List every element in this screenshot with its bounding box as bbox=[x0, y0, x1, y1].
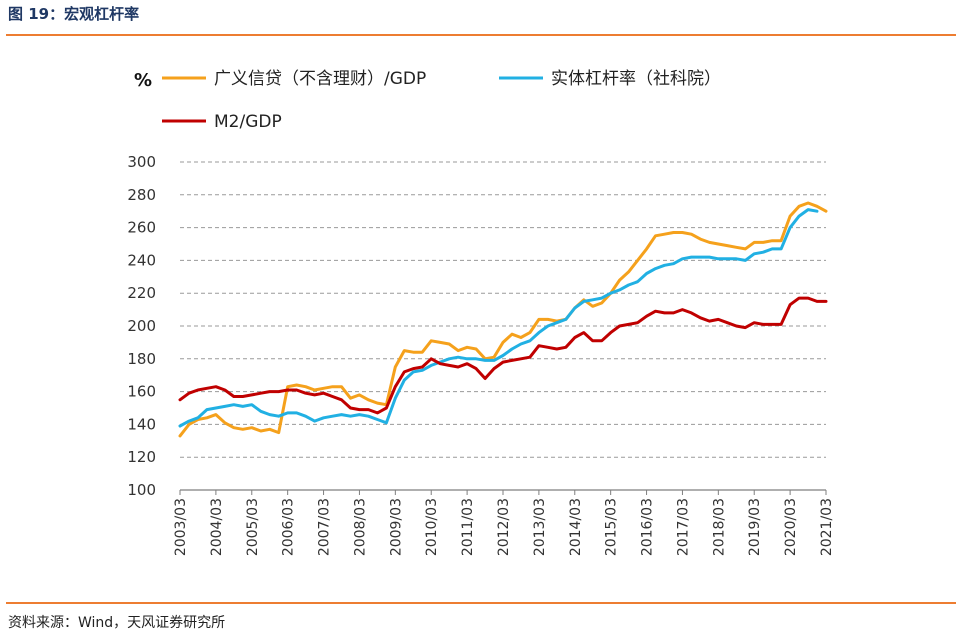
y-tick-label: 100 bbox=[127, 481, 156, 499]
x-tick-label: 2004/03 bbox=[209, 498, 225, 556]
y-tick-label: 220 bbox=[127, 284, 156, 302]
x-tick-label: 2011/03 bbox=[460, 498, 476, 556]
x-tick-label: 2007/03 bbox=[317, 498, 333, 556]
x-tick-label: 2003/03 bbox=[173, 498, 189, 556]
series-layer bbox=[178, 201, 828, 438]
x-tick-label: 2005/03 bbox=[245, 498, 261, 556]
series-line-2 bbox=[178, 208, 819, 428]
x-tick-label: 2008/03 bbox=[352, 498, 368, 556]
y-tick-label: 260 bbox=[127, 219, 156, 237]
x-tick-label: 2015/03 bbox=[604, 498, 620, 556]
x-tick-label: 2013/03 bbox=[532, 498, 548, 556]
leverage-line-chart: 100 120 140 160 180 200 220 240 260 280 300 2003/03… bbox=[127, 69, 835, 556]
y-tick-label: 180 bbox=[127, 350, 156, 368]
x-tick-label: 2019/03 bbox=[747, 498, 763, 556]
y-tick-label: 120 bbox=[127, 448, 156, 466]
x-tick-label: 2016/03 bbox=[640, 498, 656, 556]
legend-label: 广义信贷（不含理财）/GDP bbox=[214, 69, 426, 89]
figure-title: 图 19：宏观杠杆率 bbox=[8, 5, 140, 23]
x-tick-label: 2021/03 bbox=[819, 498, 835, 556]
legend: % 广义信贷（不含理财）/GDP 实体杠杆率（社科院） M2/GDP bbox=[134, 69, 721, 132]
x-tick-label: 2014/03 bbox=[568, 498, 584, 556]
legend-label: M2/GDP bbox=[214, 112, 282, 132]
x-tick-label: 2017/03 bbox=[675, 498, 691, 556]
y-tick-label: 300 bbox=[127, 153, 156, 171]
series-line-3 bbox=[178, 296, 828, 415]
grid-layer bbox=[180, 161, 826, 458]
top-divider bbox=[6, 34, 956, 36]
y-tick-label: 160 bbox=[127, 383, 156, 401]
y-tick-label: 200 bbox=[127, 317, 156, 335]
x-tick-label: 2018/03 bbox=[711, 498, 727, 556]
x-tick-label: 2020/03 bbox=[783, 498, 799, 556]
x-tick-label: 2009/03 bbox=[388, 498, 404, 556]
x-tick-label: 2012/03 bbox=[496, 498, 512, 556]
series-line-1 bbox=[178, 201, 828, 438]
unit-label: % bbox=[134, 70, 152, 91]
bottom-divider bbox=[6, 602, 956, 604]
axis-layer: 100 120 140 160 180 200 220 240 260 280 300 2003/03… bbox=[127, 153, 835, 556]
x-tick-label: 2010/03 bbox=[424, 498, 440, 556]
y-tick-label: 280 bbox=[127, 186, 156, 204]
source-note: 资料来源：Wind，天风证券研究所 bbox=[8, 615, 226, 631]
y-tick-label: 140 bbox=[127, 415, 156, 433]
y-tick-label: 240 bbox=[127, 251, 156, 269]
x-tick-label: 2006/03 bbox=[281, 498, 297, 556]
legend-label: 实体杠杆率（社科院） bbox=[551, 69, 721, 89]
